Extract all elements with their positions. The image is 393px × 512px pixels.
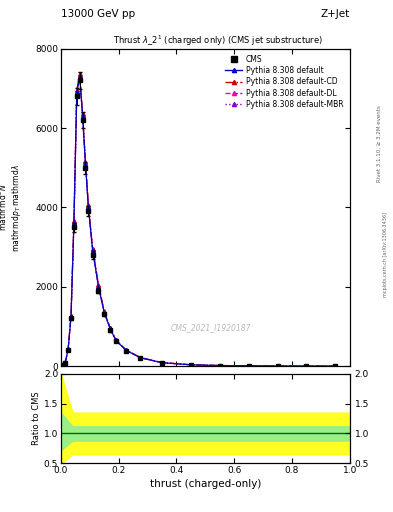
- Y-axis label: Ratio to CMS: Ratio to CMS: [32, 392, 41, 445]
- Text: Rivet 3.1.10, ≥ 3.2M events: Rivet 3.1.10, ≥ 3.2M events: [377, 105, 382, 182]
- Text: Z+Jet: Z+Jet: [321, 9, 350, 19]
- Text: mcplots.cern.ch [arXiv:1306.3436]: mcplots.cern.ch [arXiv:1306.3436]: [383, 212, 387, 297]
- Y-axis label: $\mathrm{mathrm\,d}^2N$
$\mathrm{mathrm\,d}p_T\,\mathrm{mathrm\,d}\lambda$: $\mathrm{mathrm\,d}^2N$ $\mathrm{mathrm\…: [0, 163, 23, 251]
- Text: Thrust $\lambda\_2^1$ (charged only) (CMS jet substructure): Thrust $\lambda\_2^1$ (charged only) (CM…: [113, 34, 323, 49]
- Legend: CMS, Pythia 8.308 default, Pythia 8.308 default-CD, Pythia 8.308 default-DL, Pyt: CMS, Pythia 8.308 default, Pythia 8.308 …: [223, 52, 346, 111]
- Text: CMS_2021_I1920187: CMS_2021_I1920187: [171, 324, 252, 332]
- X-axis label: thrust (charged-only): thrust (charged-only): [150, 479, 261, 489]
- Text: 13000 GeV pp: 13000 GeV pp: [61, 9, 135, 19]
